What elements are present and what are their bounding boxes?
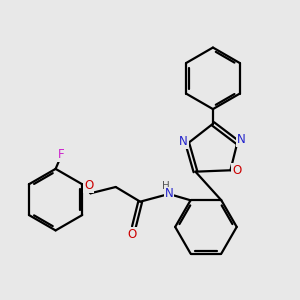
Text: O: O: [84, 179, 93, 192]
Text: N: N: [237, 134, 246, 146]
Text: N: N: [164, 188, 173, 200]
Text: H: H: [162, 181, 170, 191]
Text: O: O: [232, 164, 241, 177]
Text: N: N: [179, 135, 188, 148]
Text: O: O: [128, 228, 137, 241]
Text: F: F: [58, 148, 64, 161]
